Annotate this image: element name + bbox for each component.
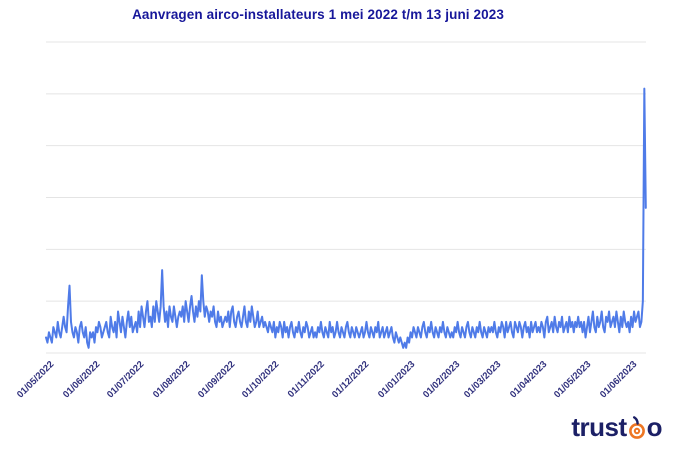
chart-title: Aanvragen airco-installateurs 1 mei 2022…: [132, 7, 504, 22]
trustoo-logo: trust o: [571, 413, 662, 440]
logo-text-trust: trust: [571, 412, 627, 442]
logo-target-spiral-icon: [628, 416, 645, 439]
data-series-line: [45, 87, 647, 349]
logo-text-o: o: [646, 412, 663, 442]
